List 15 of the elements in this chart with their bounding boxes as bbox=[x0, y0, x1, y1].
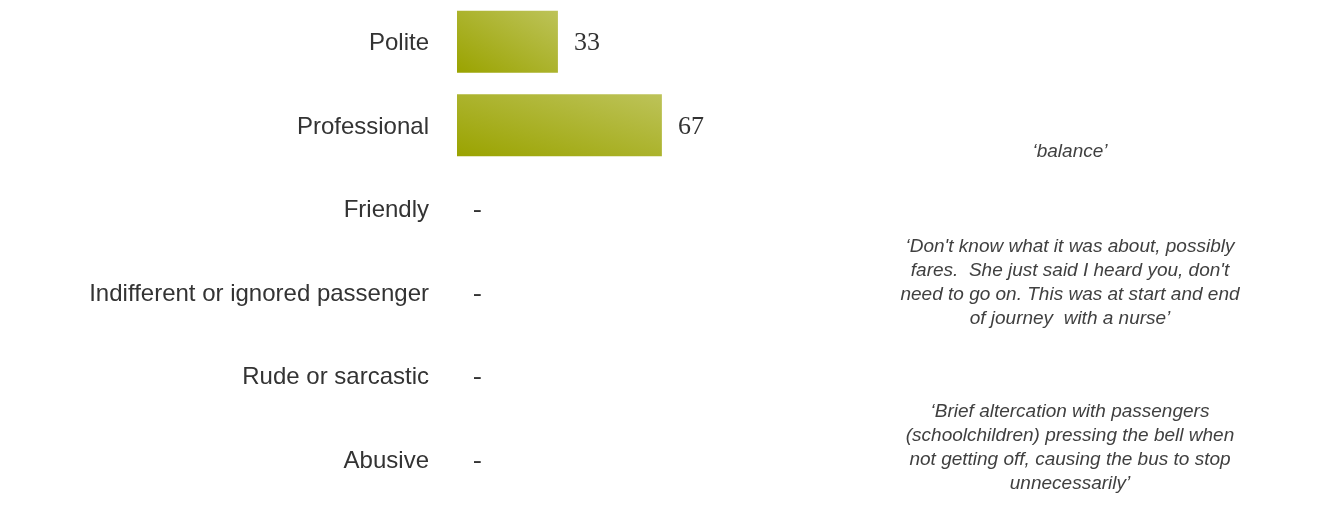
text: ‘Don't know what it was about, possibly fares. She just said I heard you, don't need to go on. This was at start and end of journey with a nurse’ bbox=[900, 234, 1241, 328]
y-tick-label: Friendly bbox=[343, 195, 429, 223]
data-label: - bbox=[473, 444, 482, 474]
data-label: - bbox=[473, 361, 482, 391]
data-label: - bbox=[473, 194, 482, 224]
y-tick-label: Abusive bbox=[343, 445, 429, 473]
data-label: 33 bbox=[573, 27, 600, 57]
data-label: 67 bbox=[677, 110, 704, 140]
y-tick-label: Professional bbox=[296, 111, 429, 139]
y-tick-label: Rude or sarcastic bbox=[242, 362, 429, 390]
y-tick-label: Polite bbox=[368, 28, 429, 56]
data-label: - bbox=[473, 277, 482, 307]
text: ‘balance’ bbox=[1032, 139, 1109, 161]
text: ‘Brief altercation with passengers (schoolchildren) pressing the bell when not getting off, causing the bus to stop unnecessarily’ bbox=[905, 399, 1235, 493]
y-tick-label: Indifferent or ignored passenger bbox=[89, 278, 429, 306]
